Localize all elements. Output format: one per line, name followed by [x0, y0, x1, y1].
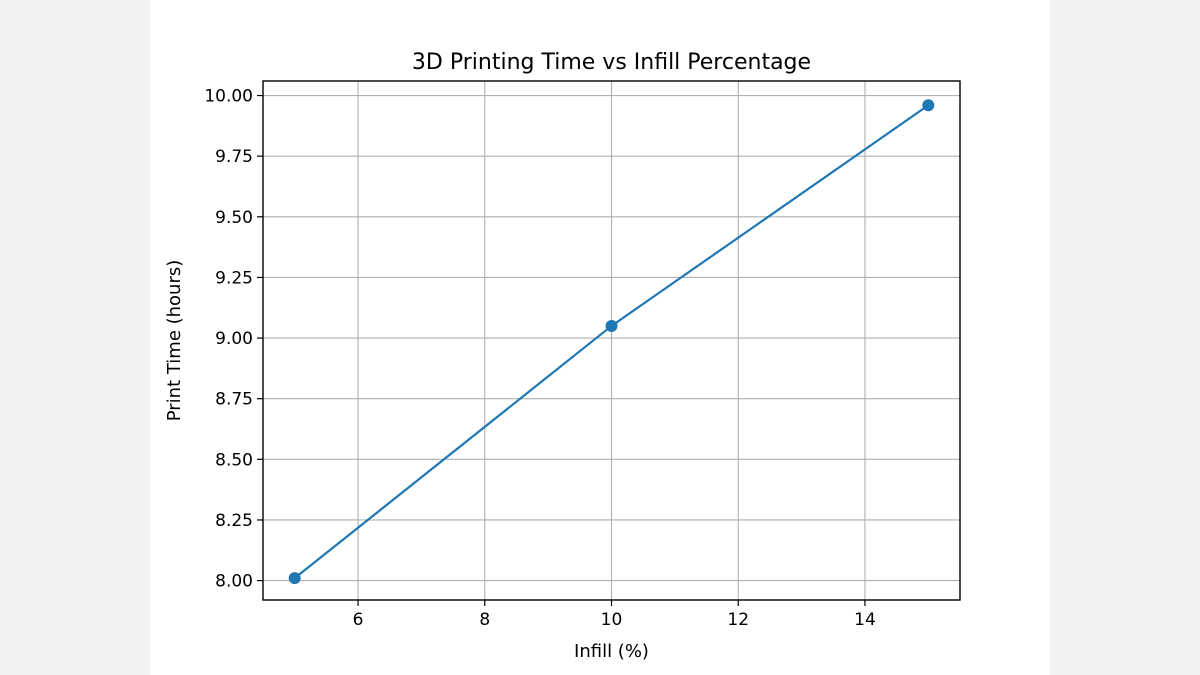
data-point — [922, 99, 935, 112]
x-tick-label: 8 — [479, 610, 490, 630]
y-tick-label: 8.00 — [215, 572, 253, 592]
y-tick-label: 9.25 — [215, 268, 253, 288]
x-axis-label: Infill (%) — [574, 641, 649, 662]
axis-ticks: 6 8 10 12 14 8.00 8.25 8.50 8.75 9.00 9.25 9.50 9.75… — [204, 87, 875, 630]
y-tick-label: 9.50 — [215, 208, 253, 228]
data-point — [605, 319, 618, 332]
y-tick-label: 9.00 — [215, 329, 253, 349]
figure-panel — [150, 0, 1050, 675]
y-tick-label: 10.00 — [204, 87, 253, 107]
grid — [263, 81, 960, 600]
series-layer — [288, 99, 935, 585]
y-tick-label: 8.50 — [215, 450, 253, 470]
x-tick-label: 12 — [727, 610, 749, 630]
data-point — [288, 572, 301, 585]
y-axis-label: Print Time (hours) — [164, 260, 185, 422]
y-tick-label: 8.25 — [215, 511, 253, 531]
y-tick-label: 9.75 — [215, 147, 253, 167]
chart-title: 3D Printing Time vs Infill Percentage — [412, 50, 811, 75]
y-tick-label: 8.75 — [215, 390, 253, 410]
x-tick-label: 14 — [854, 610, 876, 630]
x-tick-label: 10 — [601, 610, 623, 630]
x-tick-label: 6 — [353, 610, 364, 630]
